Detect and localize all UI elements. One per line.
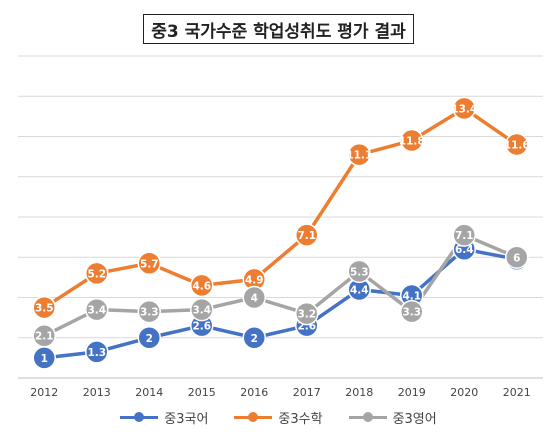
data-point xyxy=(85,261,109,286)
data-point xyxy=(137,326,161,350)
data-point xyxy=(452,223,476,247)
data-label: 4 xyxy=(251,293,258,305)
data-point xyxy=(32,295,56,320)
data-label: 3.2 xyxy=(297,309,316,321)
series-line-0 xyxy=(44,247,518,360)
data-label: 4.6 xyxy=(192,280,211,292)
data-label: 5.3 xyxy=(350,266,369,278)
data-label: 13.4 xyxy=(451,103,477,115)
data-label: 6 xyxy=(513,252,520,264)
data-label: 11.1 xyxy=(346,150,372,162)
legend-swatch-1 xyxy=(234,411,273,423)
x-tick-label: 2018 xyxy=(345,386,373,399)
data-point xyxy=(505,132,529,157)
data-point xyxy=(190,273,214,298)
x-tick-label: 2019 xyxy=(398,386,426,399)
series-line-2 xyxy=(43,233,518,338)
x-tick-label: 2016 xyxy=(240,386,268,399)
legend-swatch-0 xyxy=(120,411,159,423)
legend-label-1: 중3수학 xyxy=(278,411,323,427)
legend-label-0: 중3국어 xyxy=(164,411,209,427)
data-label: 5.7 xyxy=(140,258,159,270)
data-point xyxy=(190,297,214,322)
data-point xyxy=(137,299,161,324)
data-label: 1 xyxy=(41,353,48,365)
x-tick-label: 2021 xyxy=(503,386,531,399)
legend-label-2: 중3영어 xyxy=(392,411,437,427)
data-label: 5.2 xyxy=(87,268,106,280)
data-point xyxy=(347,259,371,284)
data-label: 7.1 xyxy=(455,230,474,242)
data-point xyxy=(85,297,109,322)
data-label: 11.8 xyxy=(399,136,425,148)
data-point xyxy=(347,142,371,167)
data-label: 1.3 xyxy=(87,347,106,359)
data-label: 3.4 xyxy=(87,305,106,317)
data-point xyxy=(400,128,424,153)
data-point xyxy=(85,340,109,364)
legend-item-2: 중3영어 xyxy=(348,408,437,427)
legend: 중3국어 중3수학 중3영어 xyxy=(0,405,557,429)
x-tick-label: 2013 xyxy=(83,386,111,399)
chart-title: 중3 국가수준 학업성취도 평가 결과 xyxy=(143,14,414,44)
data-label: 3.5 xyxy=(35,303,54,315)
data-point xyxy=(505,245,529,269)
x-tick-label: 2020 xyxy=(450,386,478,399)
data-label: 4.4 xyxy=(350,284,369,296)
data-label: 2.6 xyxy=(192,321,211,333)
legend-swatch-2 xyxy=(348,411,387,423)
data-point xyxy=(400,299,424,324)
x-tick-label: 2015 xyxy=(188,386,216,399)
data-label: 4.1 xyxy=(402,290,421,302)
x-tick-label: 2012 xyxy=(30,386,58,399)
data-label: 2.1 xyxy=(35,331,54,343)
data-point xyxy=(242,326,266,350)
series-line-1 xyxy=(43,106,518,310)
data-point xyxy=(137,251,161,276)
data-label: 11.6 xyxy=(504,140,530,152)
data-label: 3.4 xyxy=(192,305,211,317)
data-point xyxy=(295,301,319,326)
x-tick-label: 2017 xyxy=(293,386,321,399)
data-label: 2 xyxy=(146,333,153,345)
data-point xyxy=(32,323,56,348)
data-label: 7.1 xyxy=(297,230,316,242)
data-label: 2 xyxy=(251,333,258,345)
data-point xyxy=(242,285,266,310)
x-tick-label: 2014 xyxy=(135,386,163,399)
legend-item-0: 중3국어 xyxy=(120,408,208,427)
data-label: 3.3 xyxy=(402,307,421,319)
data-point xyxy=(452,96,476,121)
data-point xyxy=(295,223,319,247)
data-label: 3.3 xyxy=(140,307,159,319)
data-label: 6.4 xyxy=(455,244,474,256)
data-label: 4.9 xyxy=(245,274,264,286)
legend-item-1: 중3수학 xyxy=(234,408,323,427)
